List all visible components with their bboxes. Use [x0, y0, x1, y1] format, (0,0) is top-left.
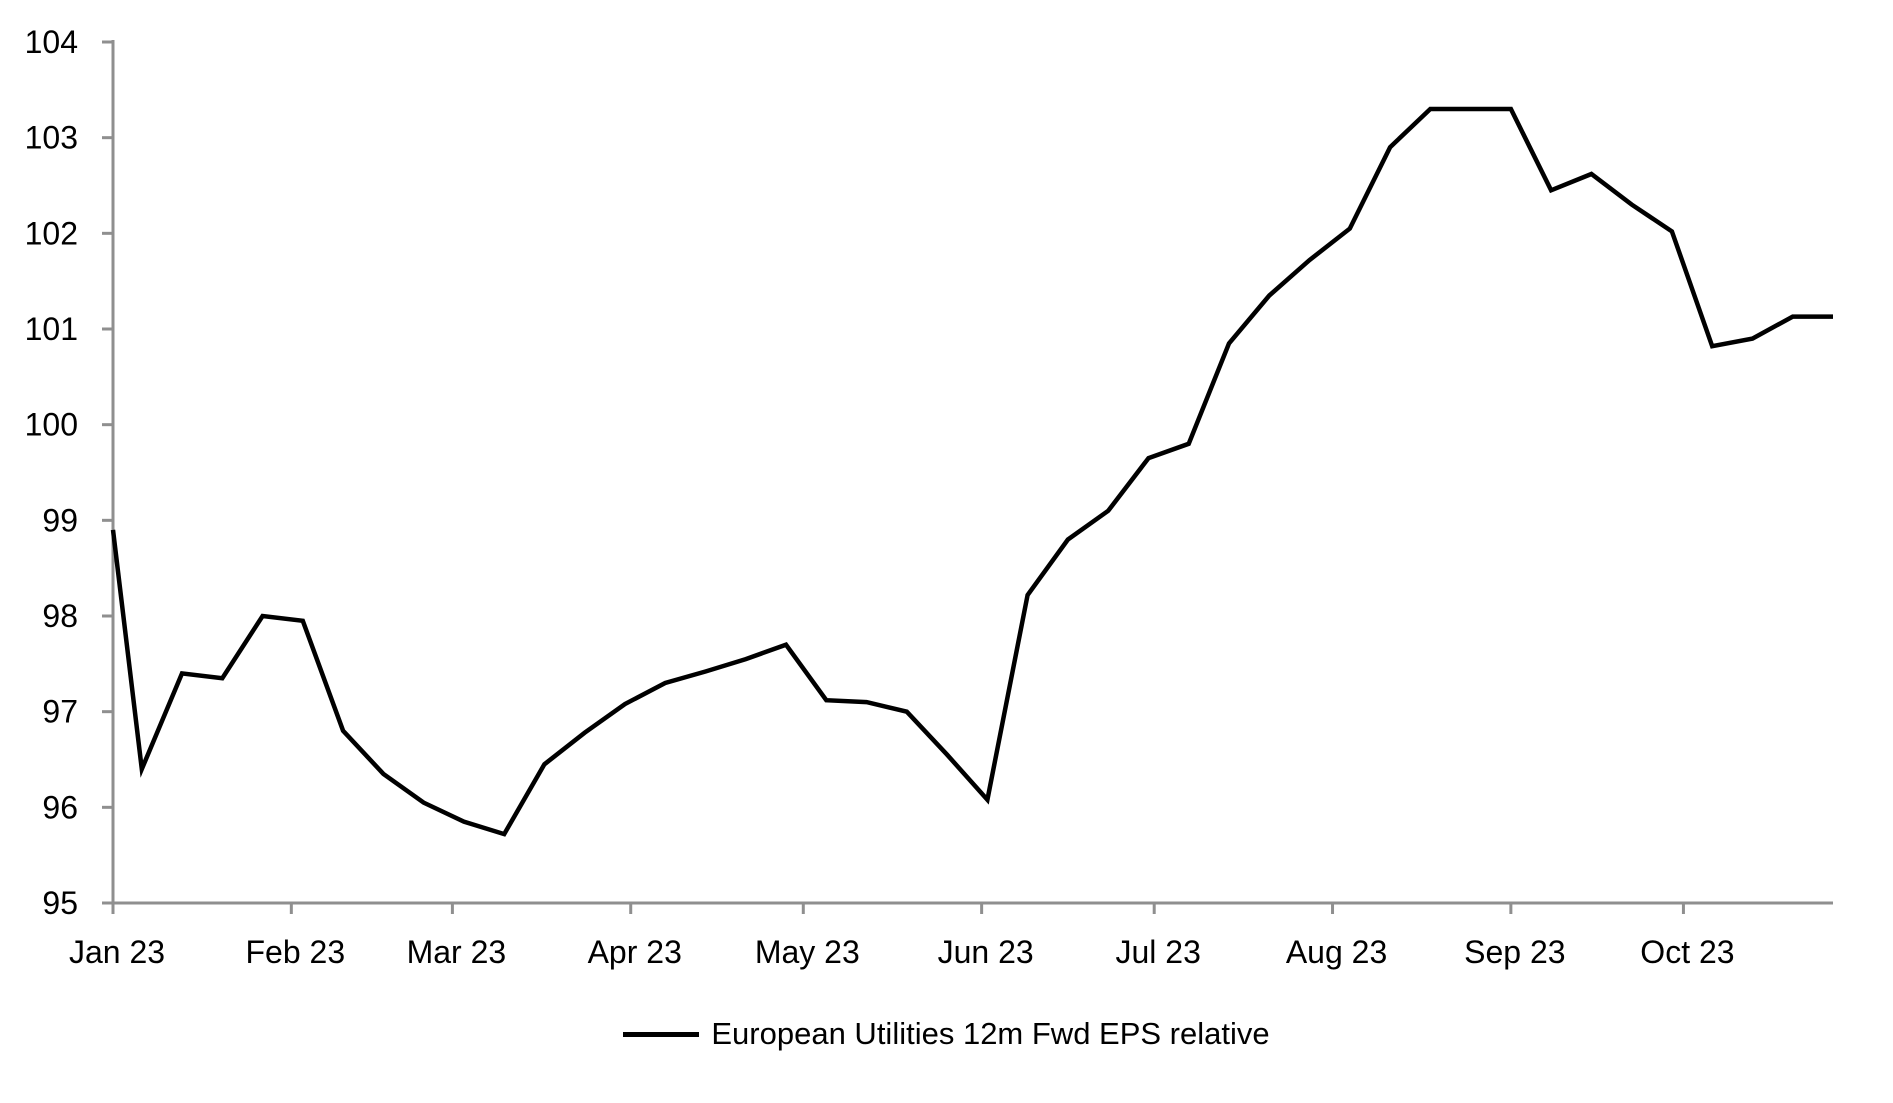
x-tick-label: Mar 23: [407, 934, 507, 970]
eps-relative-line-chart: 95 96 97 98 99 100 101 102 103 104 Jan 23 Feb 23 Mar…: [25, 24, 1833, 970]
legend-label: European Utilities 12m Fwd EPS relative: [711, 1016, 1270, 1051]
series-line: [110, 106, 1833, 837]
y-tick-label: 96: [42, 789, 78, 825]
x-tick-label: May 23: [755, 934, 860, 970]
x-tick-label: Oct 23: [1640, 934, 1734, 970]
y-tick-label: 102: [25, 215, 78, 251]
y-tick-label: 101: [25, 311, 78, 347]
x-tick-label: Jul 23: [1116, 934, 1201, 970]
y-tick-label: 99: [42, 502, 78, 538]
x-tick-label: Jun 23: [938, 934, 1034, 970]
x-tick-label: Apr 23: [588, 934, 682, 970]
axes: [102, 40, 1833, 914]
axis-labels: 95 96 97 98 99 100 101 102 103 104 Jan 23 Feb 23 Mar…: [25, 24, 1735, 970]
x-tick-label: Jan 23: [69, 934, 165, 970]
legend-line-swatch: [623, 1031, 700, 1037]
chart-legend: European Utilities 12m Fwd EPS relative: [0, 1016, 1893, 1052]
y-tick-label: 98: [42, 598, 78, 634]
y-tick-label: 95: [42, 885, 78, 921]
y-tick-label: 100: [25, 407, 78, 443]
x-tick-label: Feb 23: [246, 934, 346, 970]
x-tick-label: Aug 23: [1286, 934, 1387, 970]
x-tick-label: Sep 23: [1464, 934, 1565, 970]
y-tick-label: 103: [25, 120, 78, 156]
y-tick-label: 104: [25, 24, 78, 60]
y-tick-label: 97: [42, 694, 78, 730]
series-group: [110, 106, 1833, 837]
